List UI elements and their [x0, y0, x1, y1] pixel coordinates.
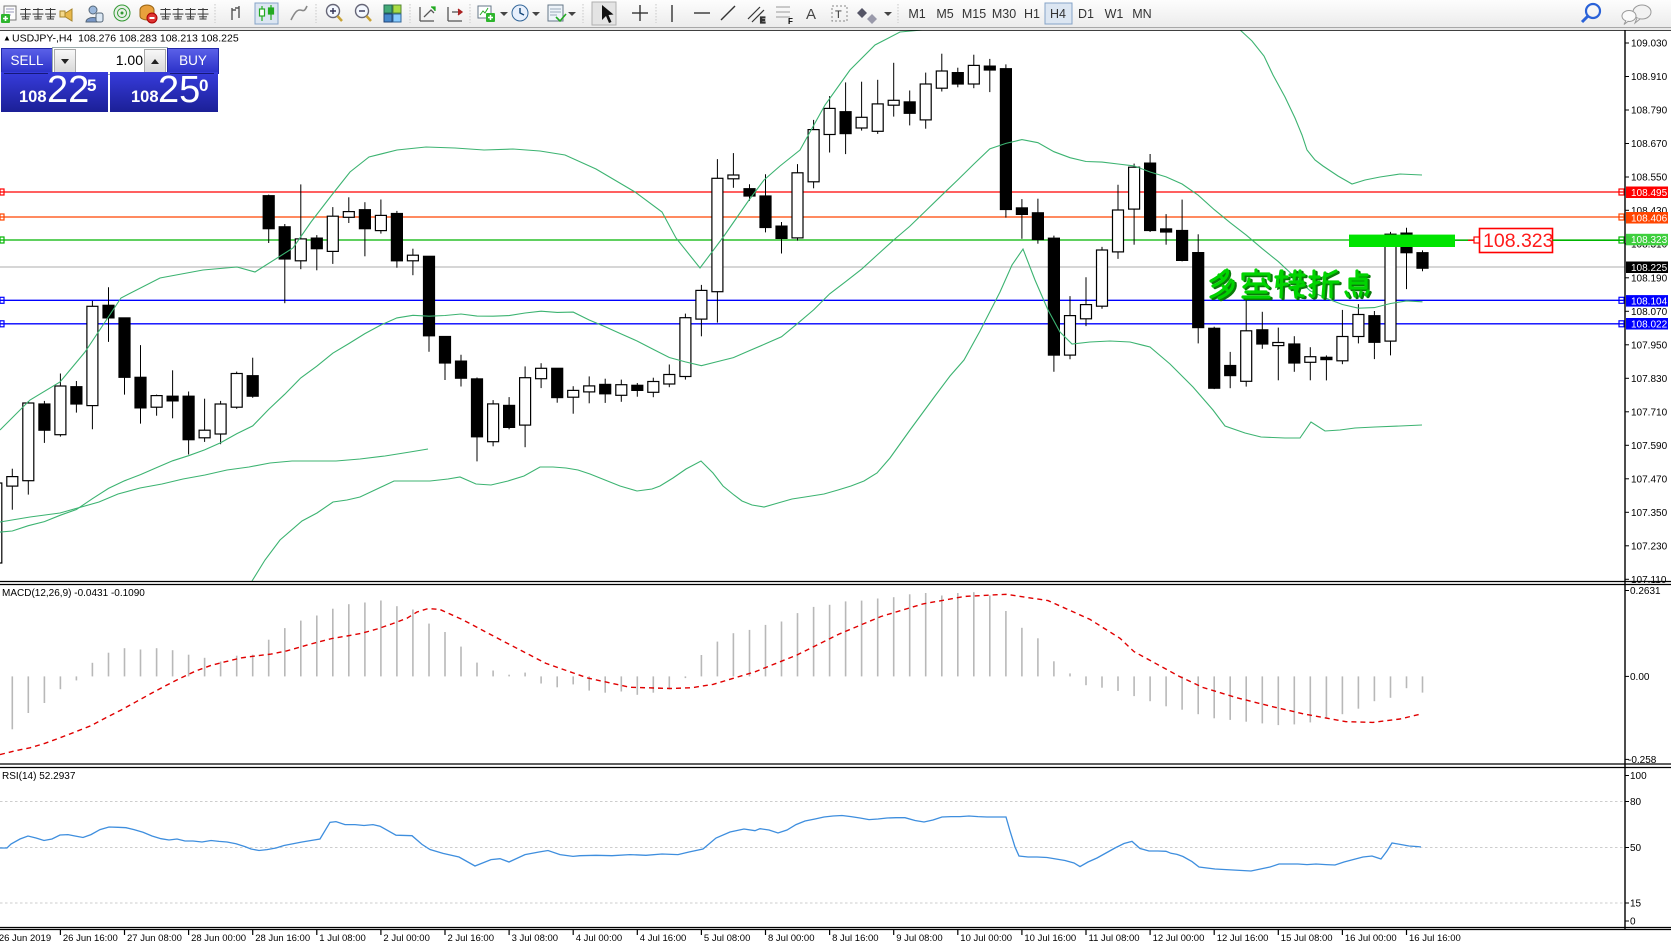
svg-text:▲: ▲ [3, 34, 11, 43]
svg-text:0.00: 0.00 [1630, 672, 1650, 683]
svg-text:A: A [806, 6, 816, 23]
svg-text:108.022: 108.022 [1631, 319, 1668, 330]
svg-text:12 Jul 00:00: 12 Jul 00:00 [1153, 933, 1205, 944]
svg-text:M1: M1 [908, 7, 925, 21]
svg-text:2 Jul 16:00: 2 Jul 16:00 [448, 933, 494, 944]
svg-text:16 Jul 16:00: 16 Jul 16:00 [1409, 933, 1461, 944]
svg-text:107.230: 107.230 [1631, 541, 1668, 552]
svg-text:12 Jul 16:00: 12 Jul 16:00 [1217, 933, 1269, 944]
svg-text:1 Jul 08:00: 1 Jul 08:00 [319, 933, 365, 944]
svg-text:108.225: 108.225 [1631, 263, 1668, 274]
svg-text:16 Jul 00:00: 16 Jul 00:00 [1345, 933, 1397, 944]
svg-text:4 Jul 16:00: 4 Jul 16:00 [640, 933, 686, 944]
svg-text:M30: M30 [992, 7, 1016, 21]
svg-text:5 Jul 08:00: 5 Jul 08:00 [704, 933, 750, 944]
svg-text:108.670: 108.670 [1631, 139, 1668, 150]
svg-text:15: 15 [1630, 899, 1642, 910]
svg-text:107.110: 107.110 [1631, 575, 1667, 586]
svg-text:108.104: 108.104 [1631, 296, 1668, 307]
svg-text:2 Jul 00:00: 2 Jul 00:00 [383, 933, 429, 944]
svg-text:109.030: 109.030 [1631, 39, 1668, 50]
svg-text:80: 80 [1630, 797, 1642, 808]
svg-text:107.830: 107.830 [1631, 374, 1668, 385]
svg-text:-0.258: -0.258 [1628, 755, 1657, 766]
svg-text:MACD(12,26,9) -0.0431 -0.1090: MACD(12,26,9) -0.0431 -0.1090 [2, 588, 145, 599]
svg-text:F: F [788, 17, 793, 26]
svg-text:8 Jul 16:00: 8 Jul 16:00 [832, 933, 878, 944]
svg-text:E: E [760, 16, 766, 25]
svg-text:9 Jul 08:00: 9 Jul 08:00 [896, 933, 942, 944]
svg-text:108.430: 108.430 [1631, 206, 1668, 217]
svg-text:107.710: 107.710 [1631, 407, 1668, 418]
svg-text:108.910: 108.910 [1631, 72, 1668, 83]
svg-text:28 Jun 16:00: 28 Jun 16:00 [255, 933, 310, 944]
svg-text:107.590: 107.590 [1631, 441, 1668, 452]
svg-text:10 Jul 16:00: 10 Jul 16:00 [1024, 933, 1076, 944]
svg-text:108.323: 108.323 [1631, 235, 1668, 246]
svg-text:0: 0 [1630, 917, 1636, 928]
svg-text:4 Jul 00:00: 4 Jul 00:00 [576, 933, 622, 944]
svg-text:H4: H4 [1050, 7, 1066, 21]
svg-text:0.2631: 0.2631 [1630, 586, 1661, 597]
svg-text:108.406: 108.406 [1631, 213, 1668, 224]
svg-text:8 Jul 00:00: 8 Jul 00:00 [768, 933, 814, 944]
svg-text:108.495: 108.495 [1631, 188, 1668, 199]
svg-text:107.950: 107.950 [1631, 340, 1668, 351]
svg-text:D1: D1 [1078, 7, 1094, 21]
svg-text:108.550: 108.550 [1631, 173, 1668, 184]
svg-text:100: 100 [1630, 771, 1647, 782]
svg-text:RSI(14) 52.2937: RSI(14) 52.2937 [2, 771, 76, 782]
svg-text:11 Jul 08:00: 11 Jul 08:00 [1089, 933, 1140, 944]
svg-text:108.323: 108.323 [1483, 230, 1554, 252]
svg-text:107.470: 107.470 [1631, 474, 1668, 485]
svg-text:T: T [835, 9, 842, 21]
svg-text:28 Jun 00:00: 28 Jun 00:00 [191, 933, 246, 944]
svg-text:108.190: 108.190 [1631, 273, 1668, 284]
svg-text:H1: H1 [1024, 7, 1040, 21]
svg-text:MN: MN [1132, 7, 1151, 21]
svg-text:107.350: 107.350 [1631, 508, 1668, 519]
svg-text:M15: M15 [962, 7, 986, 21]
svg-text:15 Jul 08:00: 15 Jul 08:00 [1281, 933, 1333, 944]
svg-text:3 Jul 08:00: 3 Jul 08:00 [512, 933, 558, 944]
svg-text:W1: W1 [1105, 7, 1124, 21]
svg-text:10 Jul 00:00: 10 Jul 00:00 [960, 933, 1012, 944]
svg-text:USDJPY-,H4 108.276 108.283 10: USDJPY-,H4 108.276 108.283 108.213 108.2… [12, 33, 239, 45]
svg-text:108.790: 108.790 [1631, 106, 1668, 117]
svg-text:50: 50 [1630, 843, 1642, 854]
svg-text:26 Jun 2019: 26 Jun 2019 [0, 933, 51, 944]
svg-text:M5: M5 [936, 7, 953, 21]
svg-text:108.070: 108.070 [1631, 307, 1668, 318]
svg-text:27 Jun 08:00: 27 Jun 08:00 [127, 933, 182, 944]
svg-text:26 Jun 16:00: 26 Jun 16:00 [63, 933, 118, 944]
